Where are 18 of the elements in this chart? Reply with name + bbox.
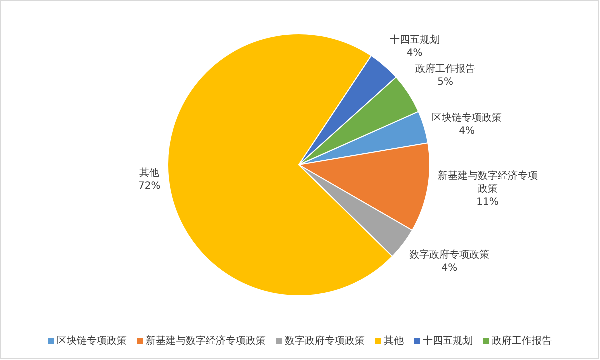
slice-label: 新基建与数字经济专项政策 bbox=[436, 170, 539, 196]
legend-label: 十四五规划 bbox=[423, 335, 473, 347]
legend-label: 数字政府专项政策 bbox=[285, 335, 365, 347]
data-label: 4% bbox=[440, 262, 459, 276]
legend-label: 政府工作报告 bbox=[492, 335, 552, 347]
legend-label: 区块链专项政策 bbox=[57, 335, 127, 347]
data-label: 72% bbox=[138, 180, 161, 193]
legend-label: 其他 bbox=[384, 335, 404, 347]
slice-label: 政府工作报告 bbox=[416, 63, 476, 76]
slice-label: 数字政府专项政策 bbox=[410, 249, 490, 262]
slice-label: 其他 bbox=[138, 166, 161, 180]
data-label: 5% bbox=[436, 76, 454, 90]
data-label: 11% bbox=[476, 196, 500, 210]
legend-label: 新基建与数字经济专项政策 bbox=[146, 335, 266, 347]
slice-label: 区块链专项政策 bbox=[432, 112, 502, 125]
data-label: 4% bbox=[458, 124, 476, 138]
data-label: 4% bbox=[406, 46, 424, 60]
slice-label: 十四五规划 bbox=[390, 34, 440, 47]
